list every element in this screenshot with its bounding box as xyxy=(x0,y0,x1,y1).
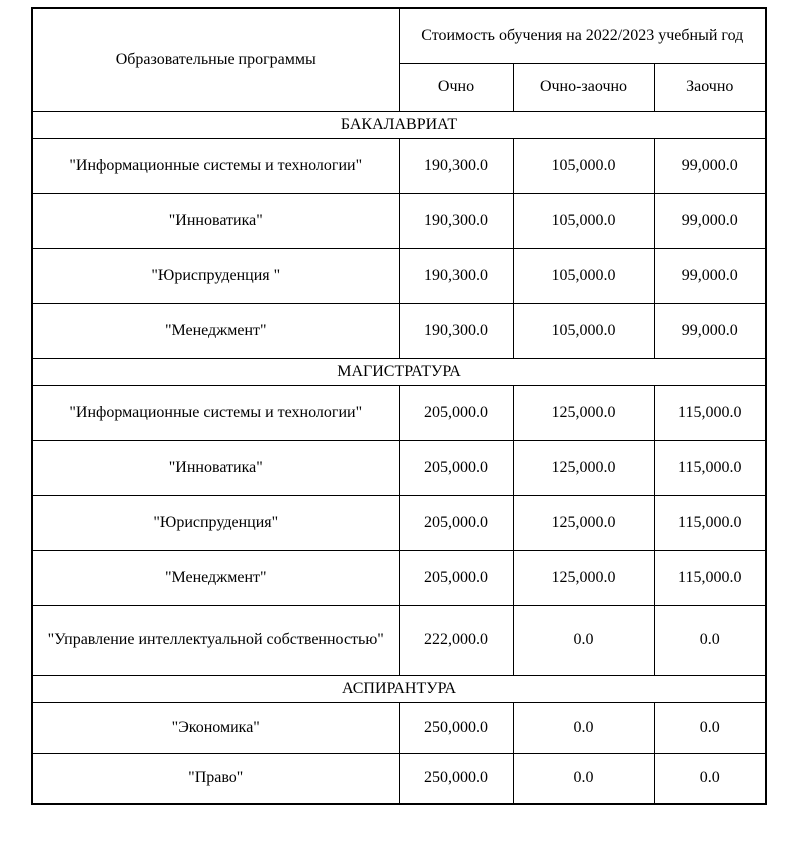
price-cell-parttime: 105,000.0 xyxy=(512,137,655,194)
col-header-programs: Образовательные программы xyxy=(31,7,400,112)
price-cell-fulltime: 222,000.0 xyxy=(398,604,514,676)
price-cell-parttime: 105,000.0 xyxy=(512,302,655,359)
col-header-cost-year: Стоимость обучения на 2022/2023 учебный … xyxy=(398,7,767,64)
program-name-cell: "Экономика" xyxy=(31,701,400,754)
section-row-master: МАГИСТРАТУРА xyxy=(31,357,767,386)
price-cell-parttime: 105,000.0 xyxy=(512,192,655,249)
table-row: "Инноватика" 205,000.0 125,000.0 115,000… xyxy=(31,439,767,496)
table-row: "Экономика" 250,000.0 0.0 0.0 xyxy=(31,701,767,754)
price-cell-distance: 115,000.0 xyxy=(653,549,767,606)
price-cell-distance: 99,000.0 xyxy=(653,247,767,304)
price-cell-distance: 99,000.0 xyxy=(653,192,767,249)
program-name-cell: "Управление интеллектуальной собственнос… xyxy=(31,604,400,676)
price-cell-fulltime: 205,000.0 xyxy=(398,439,514,496)
program-name-cell: "Менеджмент" xyxy=(31,549,400,606)
price-cell-fulltime: 190,300.0 xyxy=(398,247,514,304)
program-name-cell: "Юриспруденция " xyxy=(31,247,400,304)
program-name-cell: "Менеджмент" xyxy=(31,302,400,359)
price-cell-distance: 115,000.0 xyxy=(653,384,767,441)
price-cell-distance: 99,000.0 xyxy=(653,302,767,359)
program-name-cell: "Юриспруденция" xyxy=(31,494,400,551)
price-cell-distance: 99,000.0 xyxy=(653,137,767,194)
header-row-forms: Очно Очно-заочно Заочно xyxy=(32,62,767,112)
price-cell-parttime: 105,000.0 xyxy=(512,247,655,304)
price-cell-distance: 0.0 xyxy=(653,604,767,676)
section-row-bachelor: БАКАЛАВРИАТ xyxy=(31,110,767,139)
col-header-distance: Заочно xyxy=(653,62,767,112)
program-name-cell: "Инноватика" xyxy=(31,439,400,496)
price-cell-distance: 115,000.0 xyxy=(653,494,767,551)
price-cell-parttime: 125,000.0 xyxy=(512,439,655,496)
price-cell-parttime: 0.0 xyxy=(512,701,655,754)
table-row: "Инноватика" 190,300.0 105,000.0 99,000.… xyxy=(31,192,767,249)
section-title-master: МАГИСТРАТУРА xyxy=(31,357,767,386)
header-row-top: Образовательные программы Стоимость обуч… xyxy=(31,7,767,112)
table-row: "Право" 250,000.0 0.0 0.0 xyxy=(31,752,767,805)
price-cell-parttime: 125,000.0 xyxy=(512,494,655,551)
table-row: "Менеджмент" 205,000.0 125,000.0 115,000… xyxy=(31,549,767,606)
table-row: "Управление интеллектуальной собственнос… xyxy=(31,604,767,676)
price-cell-fulltime: 190,300.0 xyxy=(398,137,514,194)
section-row-postgraduate: АСПИРАНТУРА xyxy=(31,674,767,703)
price-cell-parttime: 0.0 xyxy=(512,604,655,676)
col-header-parttime: Очно-заочно xyxy=(512,62,655,112)
table-row: "Информационные системы и технологии" 19… xyxy=(31,137,767,194)
price-cell-distance: 0.0 xyxy=(653,752,767,805)
table-row: "Информационные системы и технологии" 20… xyxy=(31,384,767,441)
price-cell-fulltime: 190,300.0 xyxy=(398,302,514,359)
price-cell-fulltime: 250,000.0 xyxy=(398,701,514,754)
section-title-bachelor: БАКАЛАВРИАТ xyxy=(31,110,767,139)
price-cell-fulltime: 205,000.0 xyxy=(398,549,514,606)
price-cell-fulltime: 190,300.0 xyxy=(398,192,514,249)
table-row: "Юриспруденция" 205,000.0 125,000.0 115,… xyxy=(31,494,767,551)
tuition-table-container: Образовательные программы Стоимость обуч… xyxy=(31,7,767,805)
program-name-cell: "Информационные системы и технологии" xyxy=(31,137,400,194)
table-row: "Юриспруденция " 190,300.0 105,000.0 99,… xyxy=(31,247,767,304)
price-cell-fulltime: 250,000.0 xyxy=(398,752,514,805)
price-cell-parttime: 0.0 xyxy=(512,752,655,805)
section-title-postgraduate: АСПИРАНТУРА xyxy=(31,674,767,703)
col-header-fulltime: Очно xyxy=(398,62,514,112)
price-cell-distance: 0.0 xyxy=(653,701,767,754)
price-cell-distance: 115,000.0 xyxy=(653,439,767,496)
program-name-cell: "Инноватика" xyxy=(31,192,400,249)
price-cell-parttime: 125,000.0 xyxy=(512,384,655,441)
table-row: "Менеджмент" 190,300.0 105,000.0 99,000.… xyxy=(31,302,767,359)
program-name-cell: "Право" xyxy=(31,752,400,805)
program-name-cell: "Информационные системы и технологии" xyxy=(31,384,400,441)
price-cell-parttime: 125,000.0 xyxy=(512,549,655,606)
price-cell-fulltime: 205,000.0 xyxy=(398,494,514,551)
tuition-price-table: Образовательные программы Стоимость обуч… xyxy=(31,7,767,805)
price-cell-fulltime: 205,000.0 xyxy=(398,384,514,441)
